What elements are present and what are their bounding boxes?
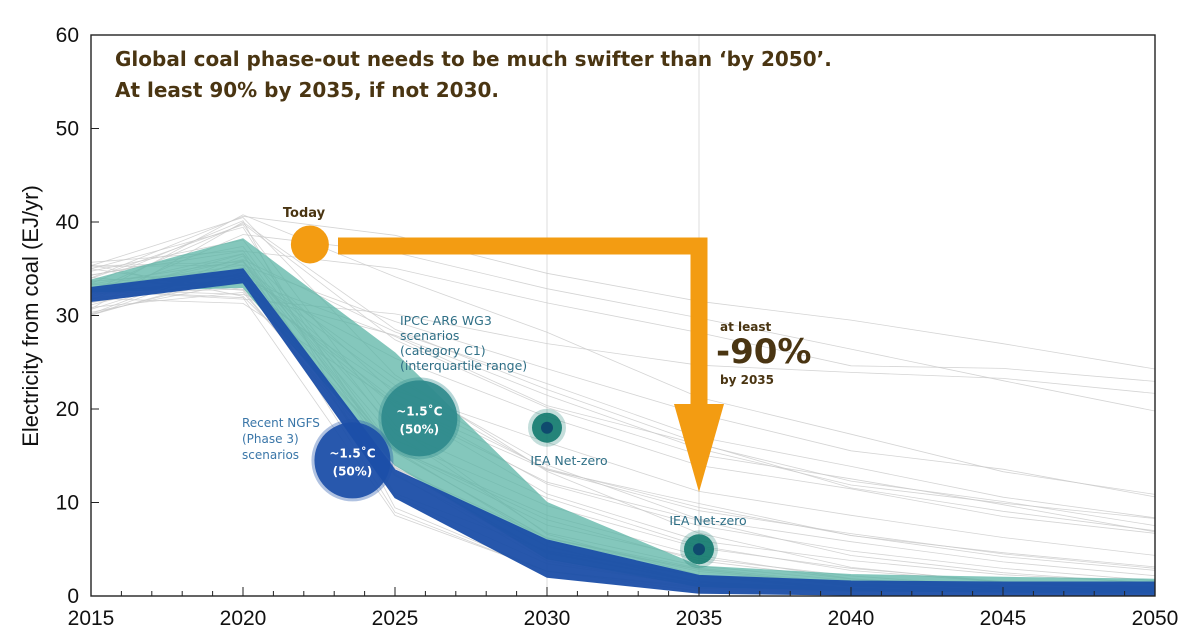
x-tick-label-2050: 2050 (1132, 607, 1179, 630)
ipcc-bubble-line1: ~1.5˚C (396, 403, 442, 418)
ngfs-bubble (314, 422, 391, 499)
x-tick-label-2025: 2025 (372, 607, 419, 630)
ngfs-bubble-line1: ~1.5˚C (329, 445, 375, 460)
ipcc-label-2: scenarios (400, 328, 459, 343)
plot-frame (90, 34, 1156, 597)
scenario-line (91, 290, 1155, 394)
scenario-line (91, 250, 1155, 382)
y-tick-label-60: 60 (56, 24, 79, 47)
today-label: Today (283, 206, 326, 221)
scenario-line (91, 278, 1155, 534)
scenario-line (91, 234, 1155, 412)
today-marker (290, 225, 329, 264)
chart-title-line-2: At least 90% by 2035, if not 2030. (115, 78, 499, 102)
scenario-line (91, 288, 1155, 519)
ipcc-label-4: (interquartile range) (400, 358, 527, 373)
scenario-line (91, 214, 1155, 495)
data-points: ~1.5˚C (50%) ~1.5˚C (50%) (290, 225, 718, 569)
iea-label-2030: IEA Net-zero (530, 453, 607, 468)
x-tick-label-2045: 2045 (980, 607, 1027, 630)
iea-label-2035: IEA Net-zero (669, 513, 746, 528)
iea-marker-dot (541, 421, 553, 434)
x-tick-label-2030: 2030 (524, 607, 571, 630)
y-tick-label-0: 0 (67, 585, 79, 608)
chart-title-line-1: Global coal phase-out needs to be much s… (115, 47, 832, 71)
reduction-by-2035: by 2035 (720, 373, 774, 387)
ipcc-label-3: (category C1) (400, 343, 486, 358)
x-tick-label-2035: 2035 (676, 607, 723, 630)
scenario-line (91, 279, 1155, 526)
scenario-line (91, 259, 1155, 519)
scenario-line (91, 221, 1155, 532)
x-tick-label-2020: 2020 (220, 607, 267, 630)
y-tick-label-20: 20 (56, 398, 79, 421)
ipcc-bubble-line2: (50%) (399, 422, 439, 436)
x-tick-label-2040: 2040 (828, 607, 875, 630)
axis-ticks: 2015 2020 2025 2030 2035 2040 2045 205001020304… (56, 24, 1179, 630)
scenario-line (91, 223, 1155, 533)
y-tick-label-40: 40 (56, 211, 79, 234)
iea-marker-dot (693, 543, 705, 556)
ipcc-bubble (381, 380, 458, 457)
scenario-line (91, 215, 1155, 370)
reduction-arrow-line (338, 237, 708, 410)
scenario-line (91, 298, 1155, 569)
ngfs-label-1: Recent NGFS (242, 416, 320, 430)
x-tick-label-2015: 2015 (68, 607, 115, 630)
reduction-at-least: at least (720, 320, 772, 334)
ipcc-label-1: IPCC AR6 WG3 (400, 313, 492, 328)
ngfs-bubble-line2: (50%) (333, 464, 373, 478)
reduction-arrow-head (674, 404, 724, 492)
ngfs-label-2: (Phase 3) (242, 432, 299, 446)
annotations: Today at least -90% by 2035 IPCC AR6 WG3… (242, 206, 812, 528)
y-tick-label-50: 50 (56, 118, 79, 141)
ngfs-label-3: scenarios (242, 448, 299, 462)
y-tick-label-30: 30 (56, 305, 79, 328)
y-axis-title: Electricity from coal (EJ/yr) (18, 185, 43, 447)
y-tick-label-10: 10 (56, 492, 79, 515)
reduction-arrow (338, 237, 724, 492)
reduction-value: -90% (716, 332, 812, 372)
